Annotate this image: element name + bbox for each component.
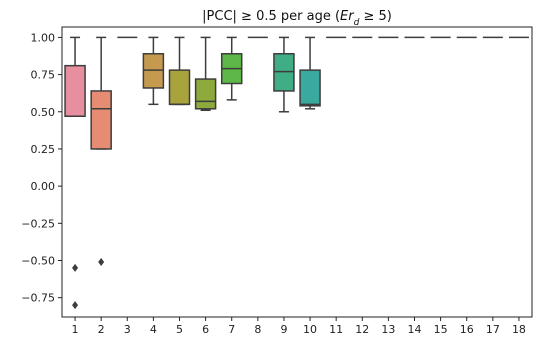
iqr-box <box>90 90 112 150</box>
box-5 <box>168 36 191 106</box>
box-7 <box>220 36 243 101</box>
x-tick-label: 18 <box>512 323 526 336</box>
x-axis: 1 2 3 4 5 6 7 8 9 10 11 12 13 14 15 16 17 18 <box>72 317 526 336</box>
x-tick-label: 3 <box>124 323 131 336</box>
iqr-box <box>168 69 191 106</box>
iqr-box <box>64 64 86 117</box>
box-2 <box>90 36 112 266</box>
x-tick-label: 4 <box>150 323 157 336</box>
chart-title: |PCC| ≥ 0.5 per age (Erd ≥ 5) <box>202 9 392 28</box>
box-10 <box>299 36 321 110</box>
box-1 <box>64 36 86 310</box>
plot-area <box>61 26 533 318</box>
y-tick-label: −0.50 <box>21 254 55 267</box>
x-tick-label: 17 <box>486 323 500 336</box>
outlier-point <box>72 263 79 272</box>
iqr-box <box>299 69 321 107</box>
plot-frame <box>61 26 533 318</box>
boxes <box>64 36 529 310</box>
x-tick-label: 9 <box>280 323 287 336</box>
y-tick-label: −0.75 <box>21 292 55 305</box>
iqr-box <box>194 78 217 110</box>
x-tick-label: 5 <box>176 323 183 336</box>
y-tick-label: 0.75 <box>31 69 56 82</box>
box-4 <box>142 36 165 106</box>
outlier-point <box>72 301 79 310</box>
y-tick-label: 1.00 <box>31 31 56 44</box>
y-tick-label: −0.25 <box>21 217 55 230</box>
x-tick-label: 16 <box>460 323 474 336</box>
x-tick-label: 8 <box>254 323 261 336</box>
y-axis: 1.00 0.75 0.50 0.25 0.00 −0.25 −0.50 −0.75 <box>21 31 62 305</box>
x-tick-label: 6 <box>202 323 209 336</box>
x-tick-label: 14 <box>408 323 422 336</box>
x-tick-label: 1 <box>72 323 79 336</box>
y-tick-label: 0.25 <box>31 143 56 156</box>
box-9 <box>273 36 295 113</box>
x-tick-label: 10 <box>303 323 317 336</box>
x-tick-label: 15 <box>434 323 448 336</box>
x-tick-label: 2 <box>98 323 105 336</box>
x-tick-label: 11 <box>329 323 343 336</box>
x-tick-label: 7 <box>228 323 235 336</box>
box-6 <box>194 36 217 112</box>
outlier-point <box>98 257 105 266</box>
x-tick-label: 13 <box>381 323 395 336</box>
y-tick-label: 0.50 <box>31 106 56 119</box>
y-tick-label: 0.00 <box>31 180 56 193</box>
x-tick-label: 12 <box>355 323 369 336</box>
